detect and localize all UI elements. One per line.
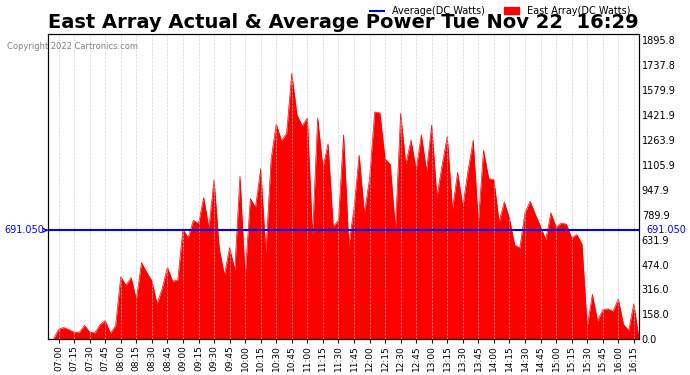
Legend: Average(DC Watts), East Array(DC Watts): Average(DC Watts), East Array(DC Watts) <box>366 2 634 20</box>
Text: 691.050: 691.050 <box>4 225 47 235</box>
Text: 691.050: 691.050 <box>646 225 686 235</box>
Text: Copyright 2022 Cartronics.com: Copyright 2022 Cartronics.com <box>7 42 138 51</box>
Title: East Array Actual & Average Power Tue Nov 22  16:29: East Array Actual & Average Power Tue No… <box>48 13 639 32</box>
